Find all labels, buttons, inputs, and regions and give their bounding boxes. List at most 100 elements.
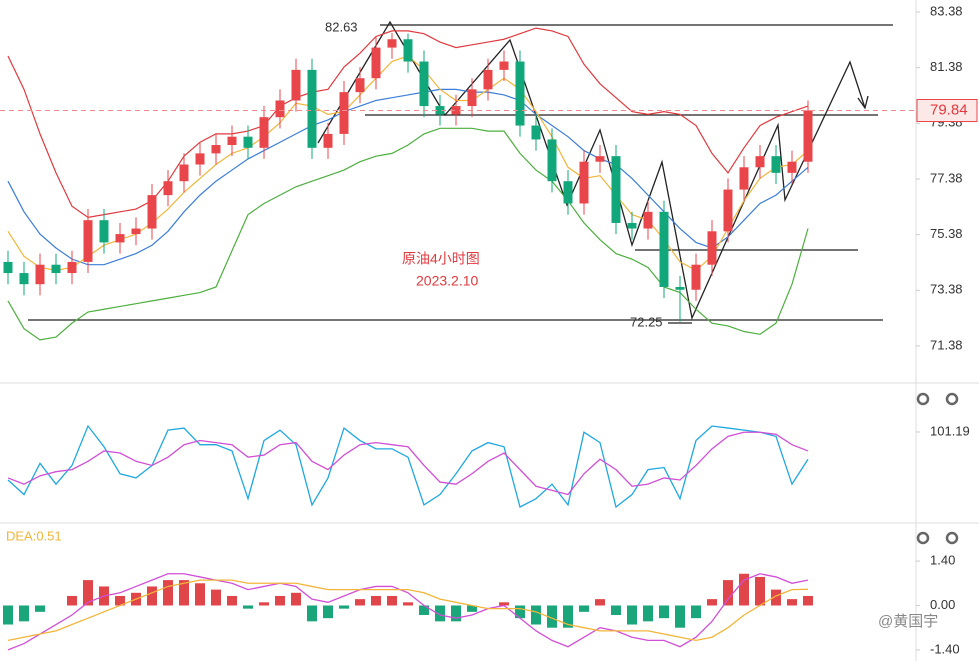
settings-icon[interactable] [916, 392, 930, 406]
histogram-bar [595, 599, 605, 606]
y-tick-label: 71.38 [930, 337, 963, 352]
candle-body [435, 106, 445, 115]
candle-body [211, 145, 221, 154]
chart-subtitle: 2023.2.10 [416, 273, 478, 289]
candle-body [291, 69, 301, 101]
y-tick-label: 83.38 [930, 3, 963, 18]
chart-title: 原油4小时图 [402, 251, 480, 267]
histogram-bar [371, 595, 381, 606]
candle-body [771, 156, 781, 173]
histogram-bar [339, 605, 349, 609]
histogram-bar [163, 580, 173, 606]
histogram-bar [227, 595, 237, 606]
candle-body [643, 211, 653, 229]
close-icon[interactable] [945, 531, 959, 545]
histogram-bar [547, 605, 557, 628]
candle-body [307, 69, 317, 148]
indicator-line [7, 88, 809, 266]
histogram-bar [515, 605, 525, 619]
candle-body [371, 47, 381, 79]
candle-body [35, 264, 45, 285]
histogram-bar [403, 602, 413, 606]
histogram-bar [451, 605, 461, 622]
candle-body [483, 69, 493, 90]
candle-body [611, 156, 621, 223]
candle-body [355, 78, 365, 93]
histogram-bar [387, 595, 397, 606]
candle-body [499, 61, 509, 70]
candle-body [627, 222, 637, 229]
histogram-bar [67, 595, 77, 606]
last-price-box [916, 99, 978, 123]
candle-body [243, 136, 253, 148]
candle-body [579, 161, 589, 204]
histogram-bar [243, 605, 253, 609]
histogram-bar [739, 573, 749, 606]
histogram-bar [179, 580, 189, 606]
candle-body [3, 261, 13, 274]
histogram-bar [323, 605, 333, 619]
candle-body [179, 164, 189, 182]
y-tick-label: 73.38 [930, 282, 963, 297]
candle-body [83, 220, 93, 262]
candle-body [131, 228, 141, 235]
histogram-bar [115, 595, 125, 606]
histogram-bar [579, 605, 589, 612]
histogram-bar [707, 599, 717, 606]
candle-body [259, 117, 269, 148]
close-icon[interactable] [945, 392, 959, 406]
histogram-bar [675, 605, 685, 628]
candle-body [163, 181, 173, 196]
histogram-bar [611, 605, 621, 615]
candle-body [195, 153, 205, 165]
histogram-bar [499, 602, 509, 606]
indicator-legend: DEA:0.51 [6, 528, 62, 543]
candle-body [387, 39, 397, 48]
candle-body [755, 156, 765, 168]
histogram-bar [659, 605, 669, 619]
candle-body [451, 106, 461, 115]
candle-body [339, 92, 349, 134]
watermark: @黄国宇 [878, 613, 938, 630]
histogram-bar [195, 583, 205, 606]
histogram-bar [531, 605, 541, 625]
y-tick-label: -1.40 [930, 641, 960, 656]
candle-body [787, 161, 797, 173]
candle-body [227, 136, 237, 146]
candle-body [147, 195, 157, 229]
candle-body [675, 286, 685, 290]
indicator-line [7, 424, 809, 509]
indicator-line [7, 55, 809, 271]
indicator-line [7, 431, 809, 496]
candle-body [723, 189, 733, 232]
histogram-bar [291, 592, 301, 606]
last-price-label: 79.84 [930, 101, 968, 118]
candle-body [99, 220, 109, 243]
histogram-bar [627, 605, 637, 625]
y-tick-label: 77.38 [930, 170, 963, 185]
candle-body [707, 231, 717, 265]
histogram-bar [803, 595, 813, 606]
histogram-bar [19, 605, 29, 622]
histogram-bar [435, 605, 445, 622]
histogram-bar [787, 599, 797, 606]
candle-body [419, 61, 429, 107]
candle-body [467, 89, 477, 107]
y-tick-label: 1.40 [930, 553, 955, 568]
indicator-line [7, 127, 809, 341]
candle-body [691, 264, 701, 290]
histogram-bar [83, 580, 93, 606]
candle-body [275, 100, 285, 118]
histogram-bar [275, 595, 285, 606]
indicator-line [7, 27, 809, 219]
histogram-bar [467, 605, 477, 612]
histogram-bar [419, 605, 429, 615]
y-tick-label: 75.38 [930, 226, 963, 241]
settings-icon[interactable] [916, 531, 930, 545]
candle-body [323, 133, 333, 148]
histogram-bar [307, 605, 317, 622]
candle-body [803, 110, 813, 162]
y-tick-label: 101.19 [930, 423, 970, 438]
